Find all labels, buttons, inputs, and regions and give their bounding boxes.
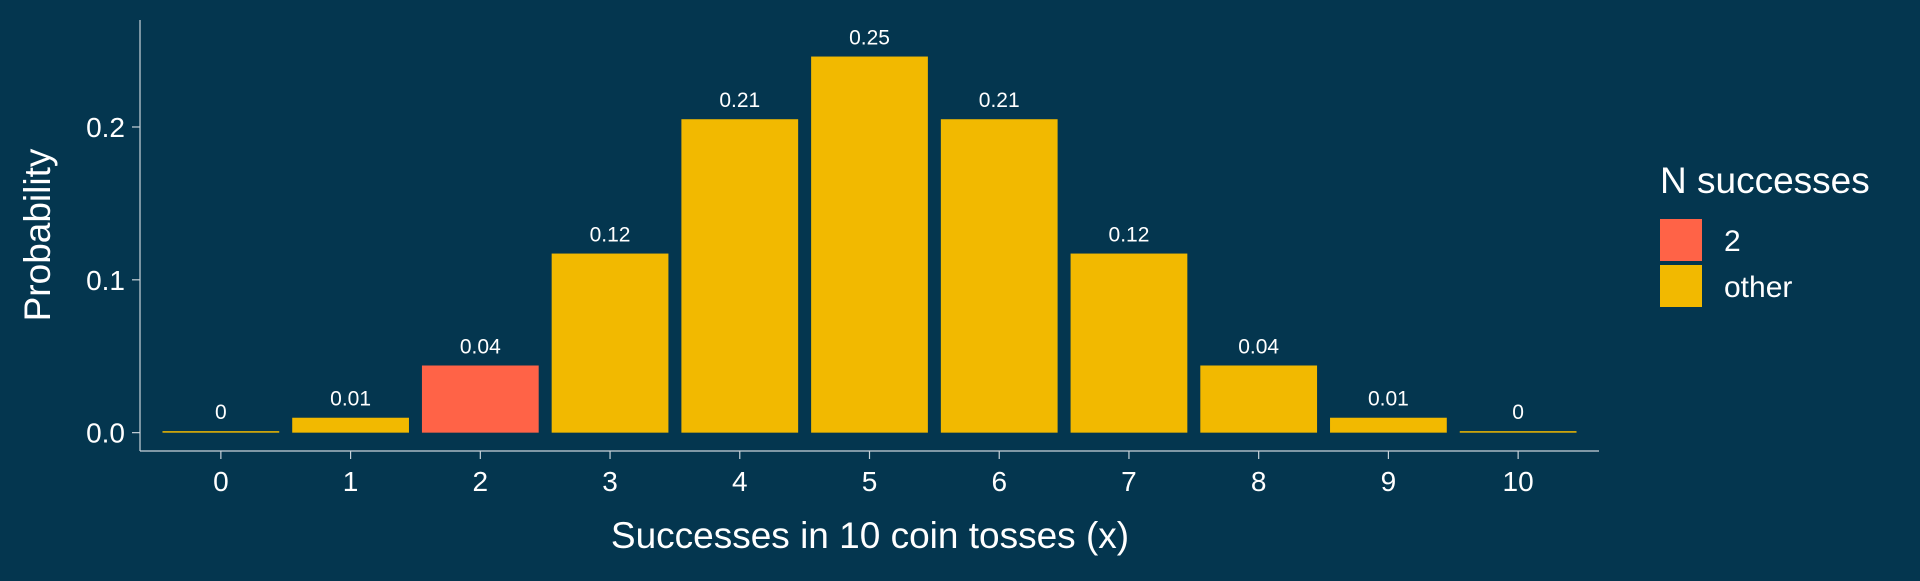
bar-0: [162, 431, 280, 433]
legend-label-2: 2: [1724, 225, 1741, 258]
data-label-3: 0.12: [590, 224, 631, 247]
x-tick-label-1: 1: [343, 466, 359, 497]
bar-1: [292, 417, 409, 433]
data-label-1: 0.01: [330, 388, 371, 411]
x-tick-group: 0 1 2 3 4 5 6 7 8 9 10: [213, 451, 1534, 497]
x-tick-label-3: 3: [602, 466, 618, 497]
data-label-5: 0.25: [849, 27, 890, 50]
x-tick-label-7: 7: [1121, 466, 1137, 497]
bar-group: [162, 56, 1577, 433]
y-tick-label-0.2: 0.2: [86, 112, 125, 143]
data-label-group: 0 0.01 0.04 0.12 0.21 0.25 0.21 0.12 0.04 0.01 0: [215, 27, 1524, 425]
data-label-7: 0.12: [1109, 224, 1150, 247]
data-label-9: 0.01: [1368, 388, 1409, 411]
legend-title: N successes: [1660, 160, 1870, 201]
bar-9: [1330, 417, 1447, 433]
x-tick-label-0: 0: [213, 466, 229, 497]
data-label-4: 0.21: [719, 89, 760, 112]
x-tick-label-9: 9: [1381, 466, 1397, 497]
x-tick-label-8: 8: [1251, 466, 1267, 497]
legend-swatch-other: [1660, 265, 1702, 307]
x-tick-label-4: 4: [732, 466, 748, 497]
legend-entries: 2 other: [1660, 219, 1792, 307]
y-tick-label-0.1: 0.1: [86, 265, 125, 296]
legend: N successes 2 other: [1660, 160, 1870, 307]
legend-label-other: other: [1724, 271, 1792, 304]
bar-3: [551, 253, 669, 433]
x-tick-label-10: 10: [1503, 466, 1534, 497]
x-axis-title: Successes in 10 coin tosses (x): [611, 515, 1129, 556]
data-label-8: 0.04: [1238, 335, 1279, 358]
bar-7: [1070, 253, 1188, 433]
legend-swatch-2: [1660, 219, 1702, 261]
data-label-6: 0.21: [979, 89, 1020, 112]
data-label-2: 0.04: [460, 335, 501, 358]
bar-5: [811, 56, 928, 433]
y-tick-label-0.0: 0.0: [86, 418, 125, 449]
bar-6: [940, 119, 1058, 433]
y-tick-group: 0.0 0.1 0.2: [86, 112, 140, 449]
x-tick-label-6: 6: [991, 466, 1007, 497]
x-tick-label-5: 5: [862, 466, 878, 497]
x-tick-label-2: 2: [473, 466, 489, 497]
bar-10: [1459, 431, 1577, 433]
data-label-10: 0: [1512, 401, 1524, 424]
bar-8: [1200, 365, 1318, 433]
bar-4: [681, 119, 799, 433]
bar-2: [421, 365, 539, 433]
y-axis-title: Probability: [17, 148, 58, 321]
data-label-0: 0: [215, 401, 227, 424]
